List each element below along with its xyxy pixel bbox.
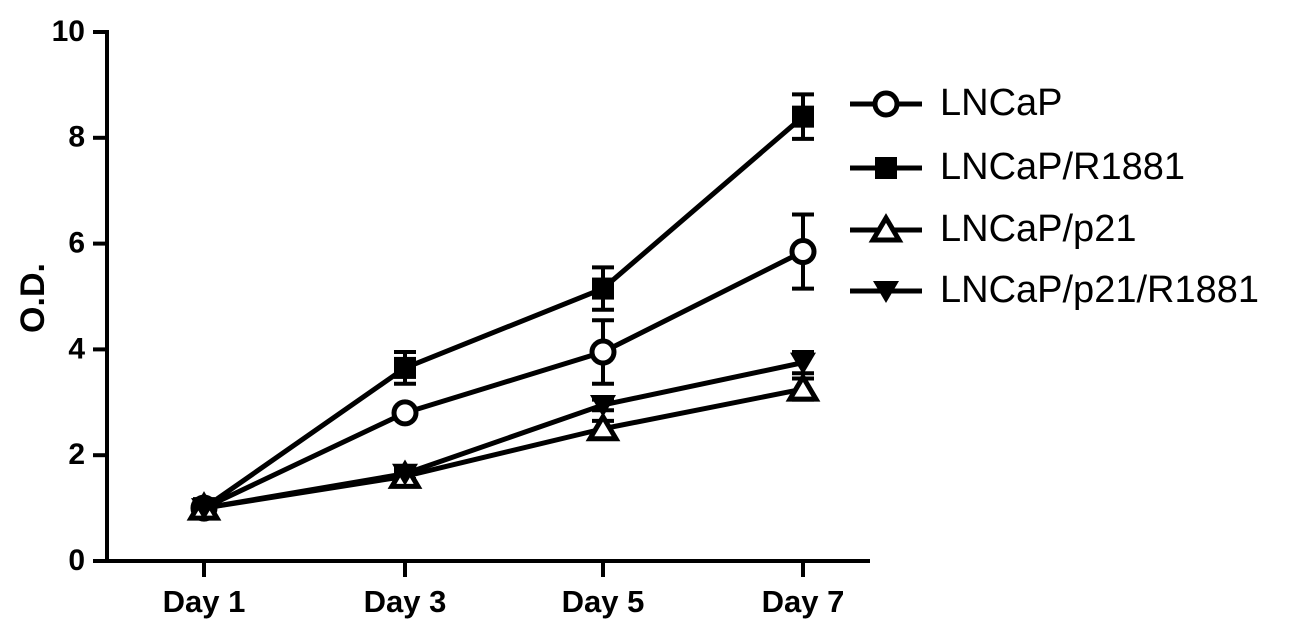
legend-marker-lncap — [872, 90, 900, 118]
legend-marker-lncap-p21 — [868, 213, 904, 243]
series-line-lncap-r1881 — [202, 114, 805, 511]
x-tick-label: Day 5 — [562, 584, 645, 619]
legend-label: LNCaP/p21/R1881 — [940, 269, 1259, 311]
series-line-lncap-p21-r1881 — [203, 360, 804, 511]
series-line-lncap — [202, 249, 805, 511]
axes — [105, 30, 870, 563]
data-point-lncap-p21-r1881 — [590, 394, 616, 417]
data-point-lncap-r1881 — [792, 105, 814, 128]
x-axis-ticks: Day 1 Day 3 Day 5 Day 7 — [163, 561, 845, 619]
legend-marker-lncap-p21-r1881 — [873, 281, 899, 303]
series-lines — [202, 114, 805, 511]
legend-label: LNCaP — [940, 82, 1063, 124]
y-tick-label: 10 — [52, 15, 85, 48]
legend-item-lncap-r1881: LNCaP/R1881 — [850, 146, 1185, 188]
series-markers — [186, 105, 821, 522]
y-axis-label: O.D. — [14, 263, 52, 333]
data-point-lncap-p21-r1881 — [790, 352, 816, 375]
data-point-lncap-p21-r1881 — [392, 463, 418, 486]
data-point-lncap-p21-r1881 — [191, 498, 217, 521]
y-tick-label: 2 — [68, 438, 85, 471]
legend-marker-lncap-r1881 — [875, 157, 897, 179]
data-point-lncap — [789, 238, 817, 266]
y-tick-label: 8 — [68, 121, 85, 154]
legend-item-lncap-p21-r1881: LNCaP/p21/R1881 — [850, 269, 1259, 311]
x-tick-label: Day 7 — [762, 584, 845, 619]
legend-item-lncap: LNCaP — [850, 82, 1063, 124]
y-tick-label: 6 — [68, 227, 85, 260]
data-point-lncap — [589, 338, 617, 366]
y-axis-ticks: 0 2 4 6 8 10 — [52, 15, 107, 577]
data-point-lncap-p21 — [585, 411, 621, 442]
y-tick-label: 0 — [68, 544, 85, 577]
legend-item-lncap-p21: LNCaP/p21 — [850, 208, 1136, 250]
data-point-lncap-r1881 — [394, 356, 416, 379]
data-point-lncap — [391, 399, 419, 427]
legend-label: LNCaP/p21 — [940, 208, 1136, 250]
data-point-lncap-p21 — [785, 372, 821, 402]
legend-label: LNCaP/R1881 — [940, 146, 1185, 188]
legend: LNCaP LNCaP/R1881 LNCaP/p21 LNCaP/p21/R1881 — [850, 82, 1259, 311]
data-point-lncap-r1881 — [592, 277, 614, 300]
x-tick-label: Day 3 — [364, 584, 447, 619]
x-tick-label: Day 1 — [163, 584, 246, 619]
y-tick-label: 4 — [68, 332, 85, 365]
